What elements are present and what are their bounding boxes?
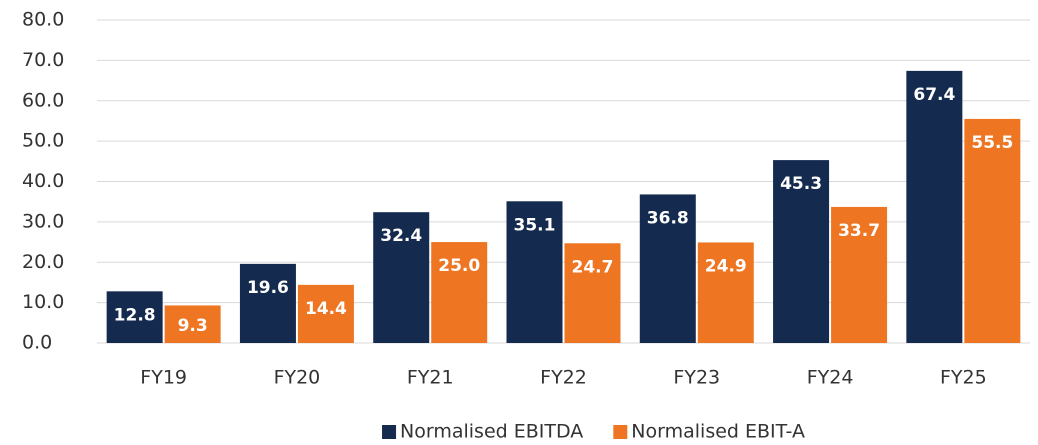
bar xyxy=(564,243,621,343)
bar xyxy=(164,305,221,343)
data-label: 67.4 xyxy=(913,85,955,105)
x-tick-label: FY22 xyxy=(540,367,587,389)
x-tick-label: FY19 xyxy=(140,367,187,389)
data-label: 55.5 xyxy=(971,133,1013,153)
x-tick-label: FY25 xyxy=(940,367,987,389)
legend-swatch xyxy=(382,425,397,439)
bar xyxy=(639,194,696,343)
y-tick-label: 20.0 xyxy=(22,251,64,273)
data-label: 45.3 xyxy=(780,174,822,194)
y-tick-label: 10.0 xyxy=(22,291,64,313)
data-label: 12.8 xyxy=(114,305,156,325)
y-tick-label: 0.0 xyxy=(22,332,52,354)
data-label: 35.1 xyxy=(514,215,556,235)
x-tick-label: FY20 xyxy=(274,367,321,389)
y-tick-label: 70.0 xyxy=(22,49,64,71)
x-tick-label: FY21 xyxy=(407,367,454,389)
y-tick-label: 80.0 xyxy=(22,9,64,31)
y-tick-label: 30.0 xyxy=(22,210,64,232)
bar xyxy=(431,242,488,343)
data-label: 32.4 xyxy=(380,226,422,246)
y-tick-label: 40.0 xyxy=(22,170,64,192)
legend-swatch xyxy=(613,425,628,439)
data-label: 25.0 xyxy=(438,256,480,276)
data-label: 9.3 xyxy=(178,316,208,336)
y-tick-label: 50.0 xyxy=(22,130,64,152)
data-label: 19.6 xyxy=(247,278,289,298)
x-tick-label: FY24 xyxy=(807,367,854,389)
bar xyxy=(906,70,963,343)
bar xyxy=(297,284,354,343)
data-label: 24.7 xyxy=(572,257,614,277)
legend-label: Normalised EBIT-A xyxy=(631,421,805,443)
bar xyxy=(964,118,1021,343)
data-label: 36.8 xyxy=(647,208,689,228)
data-label: 24.9 xyxy=(705,256,747,276)
data-label: 14.4 xyxy=(305,299,347,319)
bar xyxy=(373,212,430,343)
bar xyxy=(506,201,563,343)
y-tick-label: 60.0 xyxy=(22,89,64,111)
bar xyxy=(239,263,296,343)
bar xyxy=(697,242,754,343)
bar xyxy=(106,291,163,343)
bar xyxy=(773,160,830,343)
bar xyxy=(831,206,888,343)
data-label: 33.7 xyxy=(838,221,880,241)
legend-label: Normalised EBITDA xyxy=(400,421,583,443)
x-tick-label: FY23 xyxy=(673,367,720,389)
